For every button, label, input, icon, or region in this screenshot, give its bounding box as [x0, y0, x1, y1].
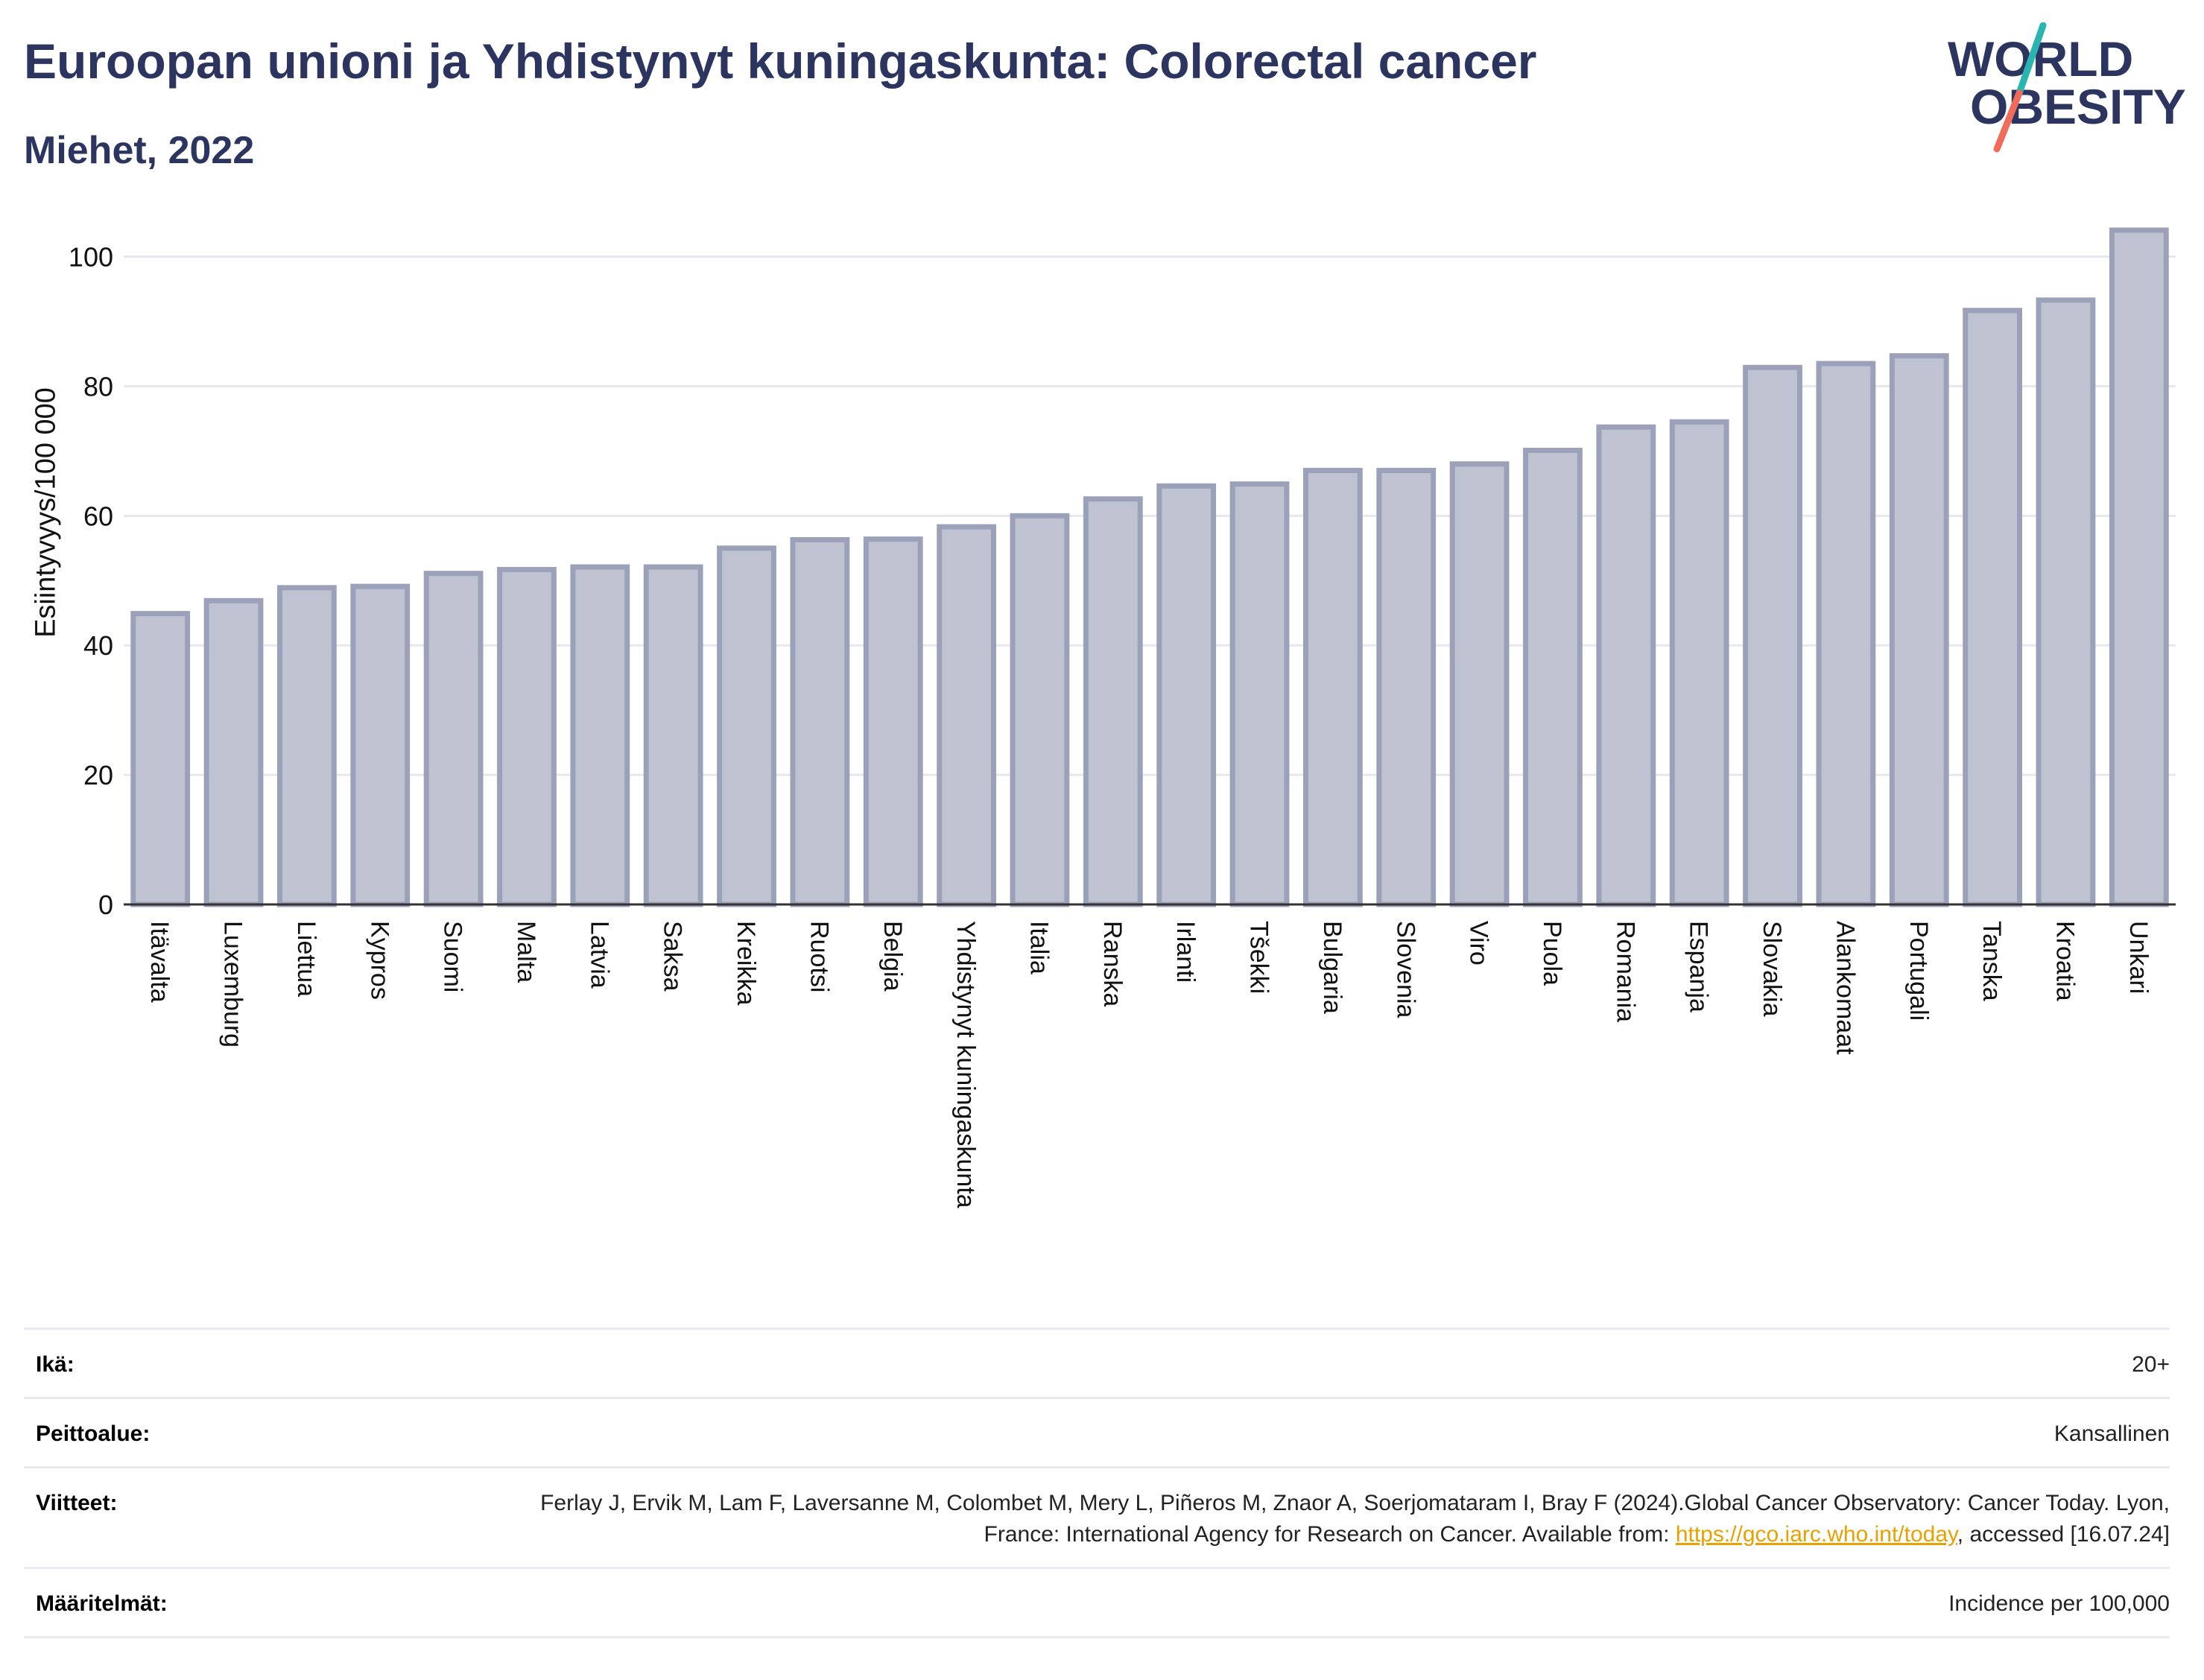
bar[interactable] [130, 611, 191, 907]
bar[interactable] [203, 597, 264, 907]
x-tick-label: Tanska [1977, 921, 2006, 1001]
x-tick-label: Slovenia [1391, 921, 1419, 1018]
x-tick-label: Latvia [585, 921, 613, 989]
y-tick-label: 0 [98, 890, 113, 920]
y-tick-label: 60 [83, 501, 113, 531]
y-axis-label: Esiintyvyys/100 000 [30, 387, 62, 638]
bar[interactable] [937, 524, 996, 907]
bar[interactable] [717, 545, 776, 907]
bar[interactable] [1816, 361, 1876, 907]
bar[interactable] [1010, 513, 1070, 907]
references-value: Ferlay J, Ervik M, Lam F, Laversanne M, … [516, 1488, 2170, 1550]
x-tick-label: Ranska [1098, 921, 1127, 1007]
bar[interactable] [1743, 364, 1802, 907]
x-tick-label: Slovakia [1758, 921, 1786, 1017]
x-tick-label: Italia [1025, 921, 1053, 974]
bar[interactable] [790, 537, 850, 907]
x-tick-label: Unkari [2124, 921, 2153, 994]
bar[interactable] [423, 571, 484, 907]
references-link[interactable]: https://gco.iarc.who.int/today [1675, 1522, 1957, 1547]
bar[interactable] [643, 564, 703, 907]
logo-slash-coral [1993, 89, 2023, 153]
x-axis-ticks: Itävalta Luxemburg Liettua Kypros Suomi Malta… [145, 921, 2153, 1208]
bar[interactable] [1083, 496, 1143, 907]
x-tick-label: Liettua [292, 921, 320, 997]
bar[interactable] [1303, 467, 1363, 907]
references-accessed: , accessed [16.07.24] [1957, 1522, 2170, 1547]
bar[interactable] [497, 566, 557, 907]
references-text: Ferlay J, Ervik M, Lam F, Laversanne M, … [540, 1491, 2170, 1547]
x-tick-label: Belgia [878, 921, 907, 992]
x-tick-label: Ruotsi [805, 921, 833, 992]
chart-title: Euroopan unioni ja Yhdistynyt kuningasku… [24, 34, 1537, 89]
definitions-label: Määritelmät: [36, 1591, 168, 1616]
bar[interactable] [1596, 424, 1656, 907]
bar[interactable] [1156, 483, 1217, 907]
x-tick-label: Romania [1611, 921, 1639, 1022]
x-tick-label: Suomi [439, 921, 467, 992]
chart-subtitle: Miehet, 2022 [24, 129, 255, 172]
info-row-definitions: Määritelmät: Incidence per 100,000 [24, 1567, 2170, 1638]
definitions-value: Incidence per 100,000 [1948, 1591, 2170, 1616]
x-tick-label: Viro [1465, 921, 1493, 966]
bar[interactable] [1963, 308, 2022, 907]
bar[interactable] [570, 564, 630, 907]
bar[interactable] [350, 583, 411, 907]
references-label: Viitteet: [36, 1491, 118, 1515]
bar[interactable] [277, 585, 337, 907]
coverage-value: Kansallinen [2053, 1421, 2170, 1446]
x-tick-label: Portugali [1904, 921, 1933, 1021]
bar[interactable] [2036, 297, 2096, 907]
x-tick-label: Espanja [1685, 921, 1713, 1012]
x-tick-label: Irlanti [1171, 921, 1200, 983]
x-tick-label: Puola [1538, 921, 1566, 986]
x-tick-label: Kreikka [732, 921, 760, 1005]
y-tick-label: 40 [83, 630, 113, 661]
age-value: 20+ [2132, 1352, 2170, 1377]
bar[interactable] [1229, 481, 1290, 907]
x-tick-label: Kroatia [2051, 921, 2079, 1001]
world-obesity-logo: WORLD OBESITY [1948, 22, 2186, 153]
x-tick-label: Yhdistynyt kuningaskunta [951, 921, 980, 1208]
bars [130, 227, 2169, 907]
bar[interactable] [1449, 461, 1510, 907]
y-tick-label: 20 [83, 760, 113, 790]
y-tick-label: 100 [69, 242, 113, 273]
info-table: Ikä: 20+ Peittoalue: Kansallinen Viittee… [24, 1328, 2170, 1638]
info-row-age: Ikä: 20+ [24, 1328, 2170, 1397]
logo-slash-teal [2015, 22, 2047, 97]
bar[interactable] [2109, 227, 2169, 907]
y-axis-ticks: 0 20 40 60 80 100 [69, 242, 113, 920]
x-tick-label: Malta [512, 921, 540, 983]
x-tick-label: Itävalta [145, 921, 174, 1003]
x-tick-label: Saksa [659, 921, 687, 992]
info-row-references: Viitteet: Ferlay J, Ervik M, Lam F, Lave… [24, 1466, 2170, 1567]
info-row-coverage: Peittoalue: Kansallinen [24, 1397, 2170, 1466]
y-tick-label: 80 [83, 371, 113, 402]
x-tick-label: Bulgaria [1318, 921, 1346, 1014]
bar[interactable] [1523, 448, 1583, 907]
bar[interactable] [1669, 419, 1729, 907]
x-tick-label: Alankomaat [1831, 921, 1859, 1055]
bar[interactable] [1376, 467, 1437, 907]
coverage-label: Peittoalue: [36, 1421, 151, 1446]
x-tick-label: Luxemburg [219, 921, 247, 1047]
bar[interactable] [1889, 353, 1949, 907]
age-label: Ikä: [36, 1352, 75, 1377]
x-tick-label: Tšekki [1245, 921, 1273, 994]
bar[interactable] [863, 536, 923, 907]
bar-chart: 0 20 40 60 80 100 Itävalta Luxemburg Liettua Kyp… [69, 227, 2176, 1208]
x-tick-label: Kypros [365, 921, 393, 1000]
